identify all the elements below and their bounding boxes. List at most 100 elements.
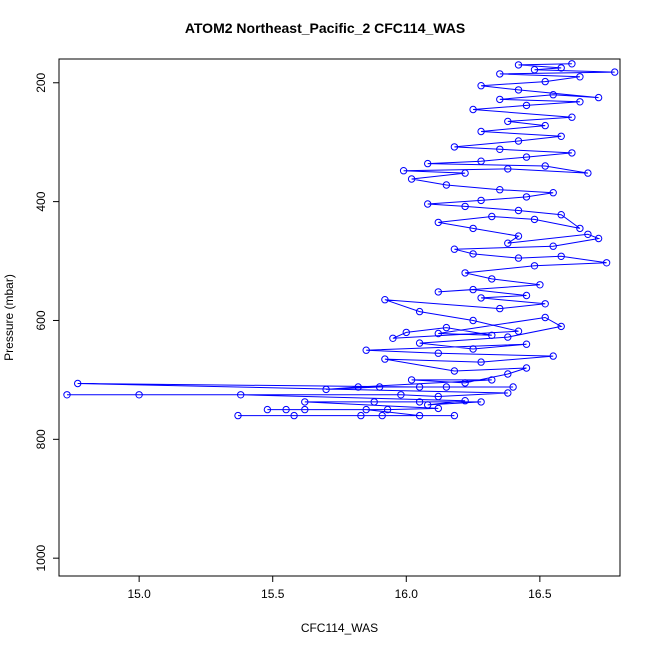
data-point bbox=[237, 391, 245, 399]
data-point bbox=[530, 215, 539, 224]
data-point bbox=[442, 383, 451, 391]
data-point bbox=[407, 175, 416, 183]
data-point bbox=[522, 291, 531, 300]
data-point bbox=[504, 117, 512, 126]
data-point bbox=[322, 385, 330, 394]
data-point bbox=[434, 218, 442, 227]
data-point bbox=[496, 145, 504, 154]
data-point bbox=[530, 262, 539, 270]
data-point bbox=[381, 355, 389, 363]
data-point bbox=[557, 322, 565, 331]
data-point bbox=[557, 211, 565, 219]
y-tick-label: 400 bbox=[34, 191, 48, 211]
data-point bbox=[576, 224, 584, 233]
data-point bbox=[74, 379, 82, 388]
data-point bbox=[461, 397, 469, 405]
x-axis-title: CFC114_WAS bbox=[301, 621, 378, 635]
data-point bbox=[354, 383, 362, 391]
y-tick-label: 800 bbox=[34, 429, 48, 449]
data-point bbox=[399, 167, 408, 175]
data-point bbox=[522, 101, 531, 110]
data-point bbox=[541, 162, 549, 170]
data-point bbox=[469, 250, 477, 258]
data-point bbox=[461, 269, 469, 277]
x-axis: 15.0 15.5 16.0 16.5 bbox=[127, 576, 552, 601]
data-point bbox=[549, 242, 557, 250]
data-point bbox=[450, 143, 459, 151]
data-point bbox=[469, 285, 477, 294]
data-point bbox=[290, 411, 298, 420]
data-point bbox=[357, 411, 365, 420]
data-point bbox=[381, 296, 389, 304]
data-series bbox=[63, 60, 619, 420]
data-point bbox=[263, 405, 272, 414]
data-point bbox=[415, 307, 424, 316]
data-point bbox=[469, 105, 477, 114]
data-point bbox=[504, 389, 512, 397]
data-point bbox=[461, 379, 469, 387]
data-point bbox=[477, 294, 485, 302]
x-tick-label: 16.5 bbox=[528, 587, 552, 601]
data-point bbox=[442, 323, 451, 332]
data-point bbox=[611, 68, 619, 76]
data-point bbox=[594, 93, 603, 102]
x-tick-label: 16.0 bbox=[395, 587, 419, 601]
data-point bbox=[568, 113, 576, 121]
data-point bbox=[434, 404, 442, 413]
data-point bbox=[514, 206, 523, 215]
data-point bbox=[375, 383, 384, 391]
data-point bbox=[568, 60, 576, 68]
y-tick-label: 1000 bbox=[34, 545, 48, 572]
data-point bbox=[496, 304, 504, 313]
x-tick-label: 15.0 bbox=[127, 587, 151, 601]
data-point bbox=[504, 239, 512, 247]
data-point bbox=[514, 254, 523, 262]
data-point bbox=[477, 82, 485, 90]
data-point bbox=[584, 230, 592, 239]
data-point bbox=[477, 358, 485, 366]
data-point bbox=[469, 345, 477, 353]
data-point bbox=[504, 165, 512, 173]
data-point bbox=[477, 157, 485, 165]
data-point bbox=[450, 367, 459, 375]
data-point bbox=[424, 159, 432, 168]
data-point bbox=[522, 153, 531, 161]
data-point bbox=[477, 127, 485, 136]
data-point bbox=[234, 411, 242, 420]
data-point bbox=[576, 98, 584, 106]
data-point bbox=[397, 391, 405, 399]
y-axis-title: Pressure (mbar) bbox=[2, 274, 16, 361]
data-point bbox=[488, 331, 496, 339]
data-point bbox=[450, 411, 459, 420]
data-point bbox=[469, 224, 477, 233]
data-point bbox=[424, 200, 432, 208]
data-point bbox=[135, 391, 143, 399]
x-tick-label: 15.5 bbox=[261, 587, 285, 601]
plot-frame bbox=[58, 58, 621, 577]
chart-title: ATOM2 Northeast_Pacific_2 CFC114_WAS bbox=[184, 20, 466, 36]
data-point bbox=[504, 370, 512, 378]
data-point bbox=[522, 364, 531, 372]
data-point bbox=[602, 259, 611, 267]
data-point bbox=[389, 334, 397, 342]
data-point bbox=[362, 346, 370, 354]
data-point bbox=[362, 405, 370, 414]
data-point bbox=[496, 70, 504, 78]
data-point bbox=[541, 121, 549, 130]
data-point bbox=[488, 212, 496, 221]
data-point bbox=[415, 339, 424, 347]
data-point bbox=[488, 275, 496, 283]
data-point bbox=[514, 137, 523, 145]
data-point bbox=[301, 405, 309, 414]
data-point bbox=[450, 245, 459, 253]
data-point bbox=[504, 333, 512, 341]
data-point bbox=[549, 189, 557, 197]
data-point bbox=[383, 405, 392, 414]
data-point bbox=[378, 411, 386, 420]
data-point bbox=[530, 66, 539, 74]
data-point bbox=[541, 77, 549, 86]
data-point bbox=[461, 202, 469, 211]
data-point bbox=[370, 398, 378, 406]
data-point bbox=[407, 376, 416, 384]
